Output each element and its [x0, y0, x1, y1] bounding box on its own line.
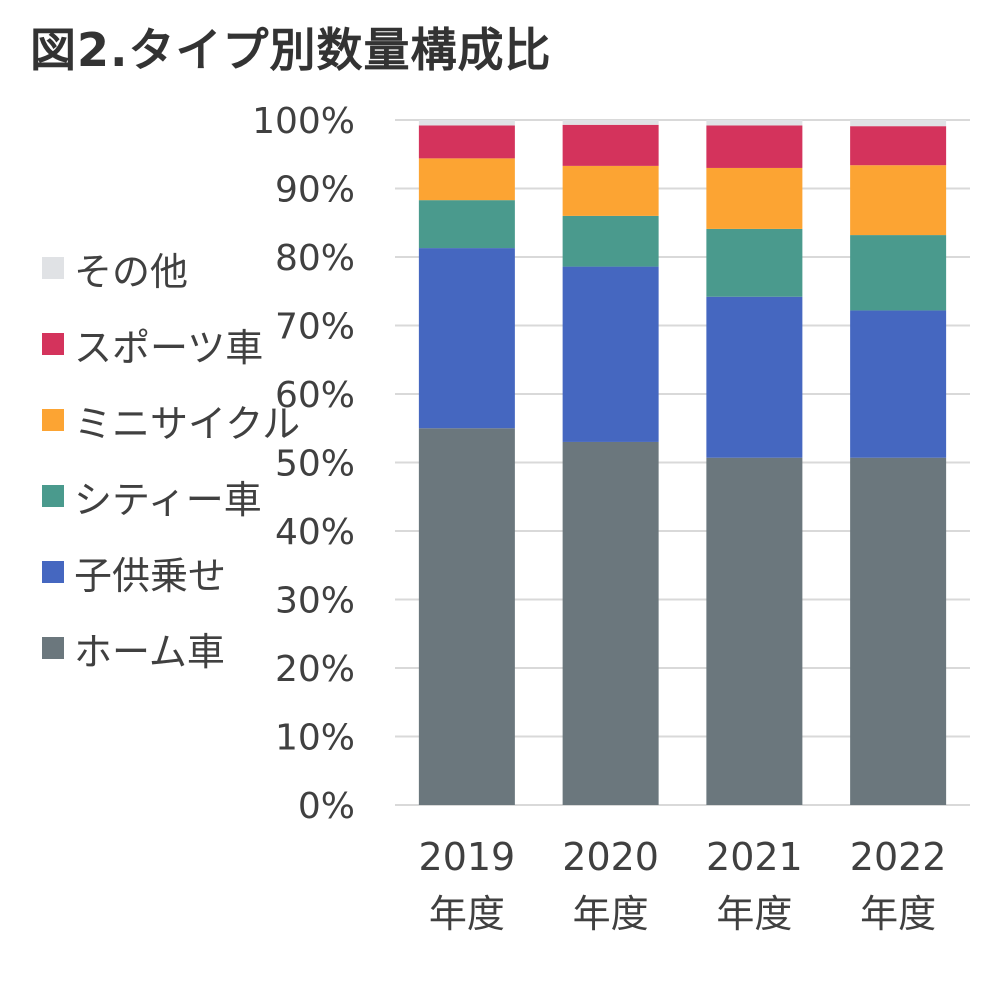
bar-segment — [418, 125, 515, 159]
legend-label: ホーム車 — [74, 629, 225, 674]
legend: その他スポーツ車ミニサイクル シティー車子供乗せホーム車 — [42, 230, 300, 686]
bar-segment — [706, 296, 803, 458]
legend-label: その他 — [74, 249, 189, 294]
bar-segment — [850, 457, 947, 805]
bar-segment — [706, 125, 803, 168]
y-tick-label: 100% — [252, 101, 355, 142]
y-tick-label: 0% — [298, 786, 355, 827]
bar-segment — [706, 167, 803, 229]
legend-item: ホーム車 — [42, 610, 300, 686]
x-tick-label: 2022 — [850, 835, 947, 879]
y-tick-label: 80% — [275, 238, 355, 279]
x-tick-label: 2021 — [706, 835, 803, 879]
bar-segment — [706, 228, 803, 297]
bar-segment — [418, 248, 515, 429]
legend-swatch — [42, 637, 64, 659]
x-tick-label: 年度 — [716, 892, 792, 936]
bar-segment — [850, 126, 947, 166]
bar-segment — [418, 120, 515, 126]
legend-label: スポーツ車 — [74, 325, 264, 370]
x-tick-label: 2020 — [562, 835, 659, 879]
bar-segment — [562, 266, 659, 442]
y-tick-label: 20% — [275, 649, 355, 690]
legend-item: シティー車 — [42, 458, 300, 534]
y-tick-label: 60% — [275, 375, 355, 416]
legend-swatch — [42, 333, 64, 355]
y-tick-label: 40% — [275, 512, 355, 553]
bar-segment — [418, 158, 515, 201]
bar-segment — [418, 428, 515, 805]
bar-segment — [706, 120, 803, 126]
legend-item: その他 — [42, 230, 300, 306]
y-tick-label: 70% — [275, 307, 355, 348]
x-tick-label: 年度 — [573, 892, 649, 936]
legend-item: ミニサイクル — [42, 382, 300, 458]
x-tick-label: 年度 — [429, 892, 505, 936]
x-tick-label: 2019 — [419, 835, 516, 879]
legend-item: 子供乗せ — [42, 534, 300, 610]
bar-segment — [850, 120, 947, 127]
bar-segment — [562, 120, 659, 125]
bar-segment — [562, 215, 659, 267]
legend-swatch — [42, 485, 64, 507]
bar-segment — [562, 165, 659, 216]
legend-swatch — [42, 257, 64, 279]
y-tick-label: 10% — [275, 718, 355, 759]
legend-label: 子供乗せ — [74, 553, 227, 598]
bar-segment — [850, 235, 947, 311]
bar-segment — [850, 165, 947, 236]
legend-label: ミニサイクル — [74, 401, 301, 446]
bar-segment — [850, 310, 947, 458]
y-tick-label: 50% — [275, 444, 355, 485]
y-tick-label: 30% — [275, 581, 355, 622]
legend-swatch — [42, 561, 64, 583]
legend-item: スポーツ車 — [42, 306, 300, 382]
bar-segment — [418, 200, 515, 249]
legend-label: シティー車 — [74, 477, 262, 522]
chart-title: 図2.タイプ別数量構成比 — [30, 23, 552, 77]
legend-swatch — [42, 409, 64, 431]
bar-segment — [562, 441, 659, 805]
x-tick-label: 年度 — [860, 892, 936, 936]
bar-segment — [562, 124, 659, 166]
y-tick-label: 90% — [275, 170, 355, 211]
bar-segment — [706, 457, 803, 805]
